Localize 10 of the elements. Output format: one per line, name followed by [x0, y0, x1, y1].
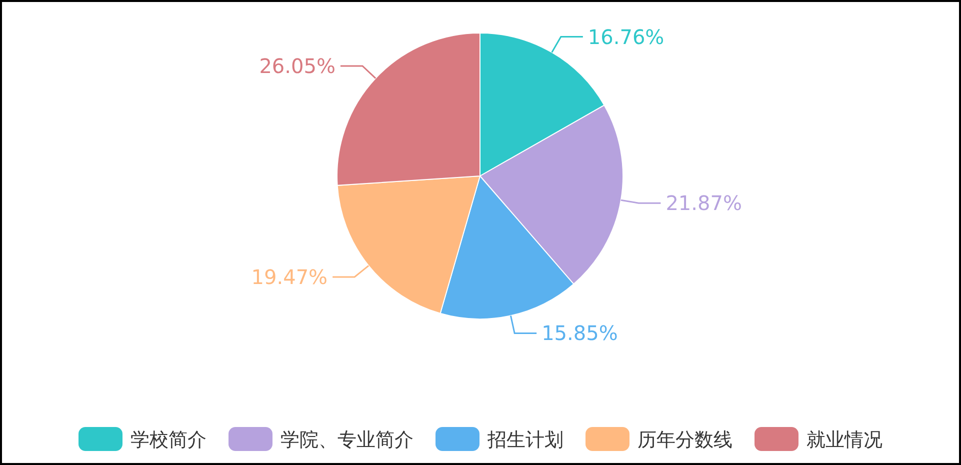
legend-label: 就业情况 — [806, 429, 882, 451]
data-label: 16.76% — [588, 24, 664, 49]
legend-label: 学院、专业简介 — [280, 429, 414, 451]
legend-label: 招生计划 — [486, 429, 564, 451]
data-label: 21.87% — [666, 191, 742, 216]
legend-label: 历年分数线 — [638, 429, 732, 451]
data-label: 15.85% — [542, 321, 618, 346]
legend-label: 学校简介 — [130, 429, 206, 451]
data-label: 26.05% — [259, 54, 336, 78]
data-label: 19.47% — [251, 264, 328, 289]
